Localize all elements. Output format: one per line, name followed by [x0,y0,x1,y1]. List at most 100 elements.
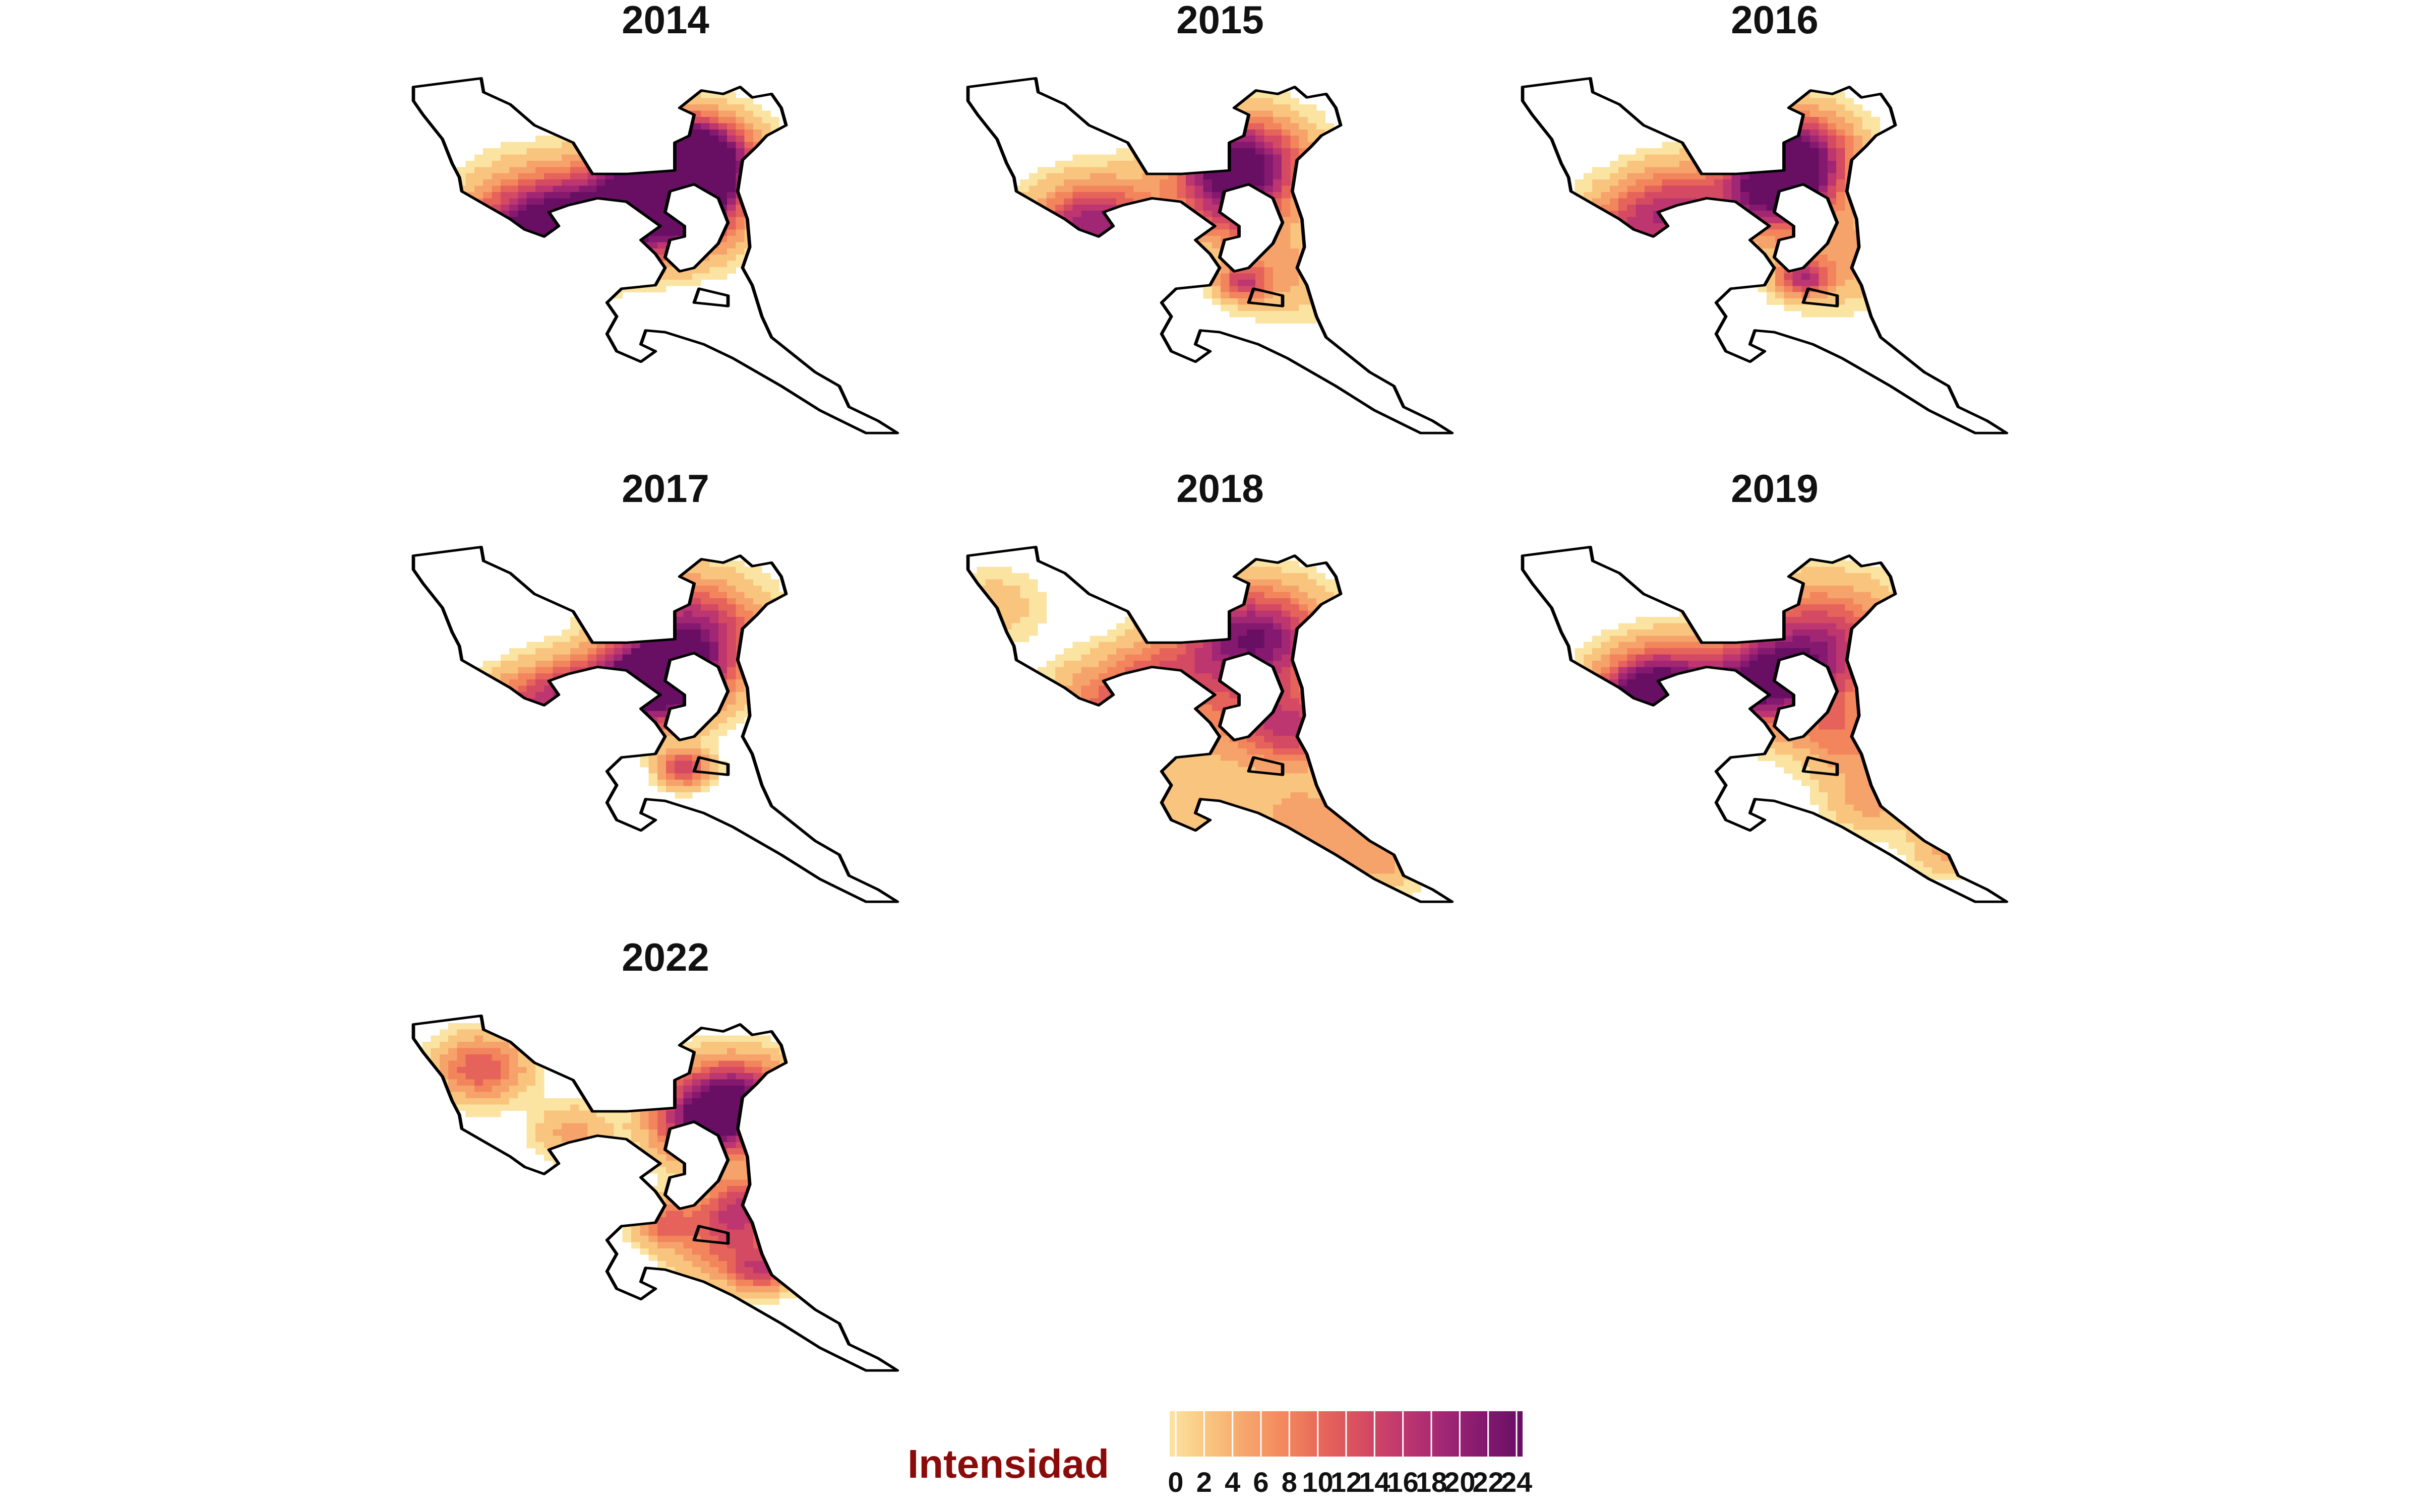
intensity-cell [1133,192,1143,199]
intensity-cell [1203,136,1213,142]
intensity-cell [1653,248,1662,255]
intensity-cell [1273,566,1282,574]
intensity-cell [1186,148,1195,155]
intensity-cell [596,129,606,136]
intensity-cell [1168,160,1178,167]
intensity-cell [1862,116,1871,123]
intensity-cell [1168,110,1178,117]
intensity-cell [1290,255,1300,261]
intensity-cell [1862,204,1871,211]
intensity-cell [666,698,675,705]
intensity-cell [1273,267,1282,274]
intensity-cell [535,192,544,199]
intensity-cell [1081,279,1091,286]
intensity-cell [622,160,632,167]
intensity-cell [1862,198,1871,205]
intensity-cell [1334,679,1343,686]
intensity-cell [1662,255,1671,261]
intensity-cell [727,617,736,623]
intensity-cell [683,104,693,111]
intensity-cell [526,273,536,280]
intensity-cell [465,255,475,261]
intensity-cell [1618,279,1627,286]
intensity-cell [1282,148,1291,155]
intensity-cell [1151,223,1160,230]
intensity-cell [631,242,640,249]
intensity-cell [631,642,640,649]
intensity-cell [605,148,614,155]
intensity-cell [779,598,789,605]
intensity-cell [1264,604,1274,611]
intensity-cell [1705,223,1715,230]
intensity-cell [692,629,701,636]
intensity-cell [1133,255,1143,261]
intensity-cell [448,179,457,186]
intensity-cell [788,648,797,655]
intensity-cell [1653,204,1662,211]
intensity-cell [1238,636,1247,643]
intensity-cell [701,98,710,105]
intensity-cell [727,692,736,699]
intensity-cell [622,748,632,755]
intensity-cell [1229,592,1239,599]
intensity-cell [631,698,640,705]
intensity-cell [709,273,719,280]
intensity-cell [1264,255,1274,261]
intensity-cell [1766,279,1776,286]
intensity-cell [1238,204,1247,211]
intensity-cell [1090,255,1099,261]
intensity-cell [1775,92,1784,99]
intensity-cell [709,604,719,611]
intensity-cell [1212,192,1221,199]
intensity-cell [1168,261,1178,268]
intensity-cell [622,154,632,161]
intensity-cell [736,110,745,117]
intensity-cell [1072,211,1082,218]
intensity-cell [1081,242,1091,249]
intensity-cell [1160,229,1169,236]
intensity-cell [1299,136,1308,142]
intensity-cell [1316,579,1325,586]
intensity-cell [1072,685,1082,692]
intensity-cell [1107,173,1117,180]
intensity-cell [1801,223,1810,230]
intensity-cell [596,711,606,718]
intensity-cell [1186,217,1195,224]
intensity-cell [579,729,588,736]
intensity-cell [1151,592,1160,599]
intensity-cell [1609,167,1619,174]
intensity-cell [1064,679,1073,686]
intensity-cell [1897,235,1906,242]
intensity-cell [1836,204,1845,211]
intensity-cell [675,248,684,255]
intensity-cell [1142,267,1152,274]
intensity-cell [544,723,553,730]
intensity-cell [1325,585,1335,592]
intensity-cell [779,142,789,149]
intensity-cell [1299,110,1308,117]
intensity-cell [1334,185,1343,193]
intensity-cell [1644,242,1654,249]
intensity-cell [561,648,571,655]
intensity-cell [1670,217,1680,224]
intensity-cell [439,229,449,236]
intensity-cell [1003,610,1012,617]
intensity-cell [727,604,736,611]
intensity-cell [1212,648,1221,655]
intensity-cell [1229,123,1239,130]
intensity-cell [1697,204,1706,211]
intensity-cell [1229,148,1239,155]
intensity-cell [1705,160,1715,167]
intensity-cell [544,248,553,255]
intensity-cell [1055,192,1064,199]
intensity-cell [1653,167,1662,174]
intensity-cell [648,154,658,161]
intensity-cell [500,198,510,205]
intensity-cell [1627,173,1637,180]
intensity-cell [1194,629,1204,636]
intensity-cell [1177,604,1186,611]
intensity-cell [1801,173,1810,180]
intensity-cell [614,729,623,736]
intensity-cell [1090,179,1099,186]
intensity-cell [1212,98,1221,105]
